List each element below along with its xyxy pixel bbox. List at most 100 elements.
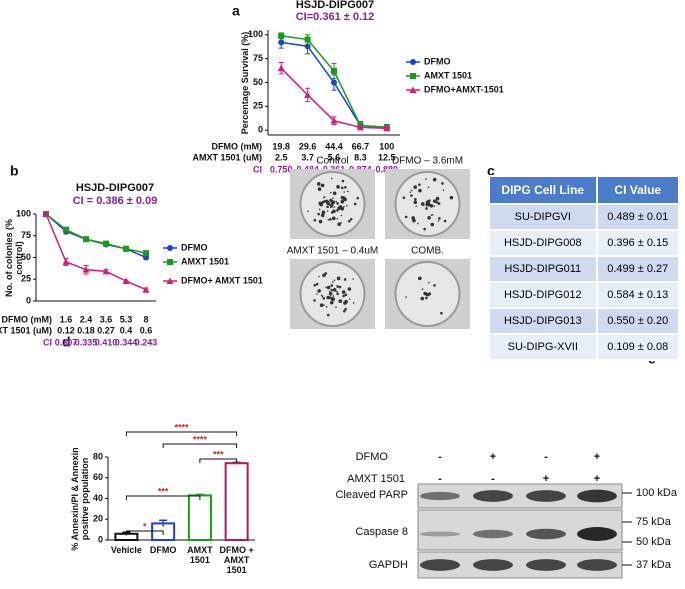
series-line <box>45 213 147 291</box>
band <box>526 490 566 502</box>
x-tick-label: 2.4 <box>80 314 93 324</box>
colony <box>336 217 339 220</box>
table-row: HSJD-DIPG011 0.499 ± 0.27 <box>488 255 681 283</box>
colony <box>318 275 320 278</box>
table-header: DIPG Cell Line CI Value <box>488 175 681 205</box>
band <box>577 527 617 541</box>
y-tick-label: 60 <box>93 472 103 482</box>
colony <box>323 304 325 306</box>
bar <box>224 462 249 542</box>
colony <box>329 203 332 207</box>
legend-label: DFMO+AMXT-1501 <box>424 84 504 94</box>
y-tick-label: 80 <box>93 451 103 461</box>
x-tick-label: 1.6 <box>60 314 73 324</box>
row-value: 0.410 <box>95 337 118 347</box>
colony <box>343 301 347 305</box>
colony <box>336 292 339 296</box>
colony <box>343 205 345 208</box>
band <box>420 559 460 571</box>
colony <box>315 282 319 286</box>
marker <box>277 64 285 72</box>
row-value: 0.344 <box>115 337 138 347</box>
y-tick-label: 100 <box>248 29 263 39</box>
colony <box>425 178 427 180</box>
colony <box>330 284 334 287</box>
colony <box>413 200 418 205</box>
colony <box>340 186 344 190</box>
marker <box>278 39 285 46</box>
colony <box>325 199 329 203</box>
colony <box>325 305 328 308</box>
band <box>473 529 513 539</box>
y-tick-label: 40 <box>93 493 103 503</box>
colony <box>328 291 333 296</box>
colony <box>332 281 334 283</box>
colony <box>341 179 345 183</box>
colony <box>318 219 323 224</box>
colony <box>344 307 347 311</box>
marker <box>83 236 89 243</box>
colony <box>402 196 406 200</box>
colony <box>317 187 322 191</box>
colony <box>442 189 445 191</box>
table-cell: 0.396 ± 0.15 <box>595 229 681 257</box>
marker <box>102 267 110 275</box>
colony <box>425 203 428 206</box>
significance-label: *** <box>158 486 169 496</box>
band-label: Cleaved PARP <box>335 489 408 501</box>
table-cell: HSJD-DIPG011 <box>488 255 598 283</box>
colony <box>423 227 426 231</box>
treatment-mark: + <box>543 473 549 485</box>
colony <box>335 306 337 308</box>
colony <box>336 290 338 293</box>
colony <box>340 222 342 224</box>
row-value: 0.335 <box>75 337 98 347</box>
significance-label: **** <box>174 422 189 432</box>
colony <box>313 283 317 287</box>
colony <box>326 210 329 212</box>
table-row: SU-DIPGVI 0.489 ± 0.01 <box>488 203 681 231</box>
marker <box>304 36 311 43</box>
colony <box>421 288 424 290</box>
colony <box>336 185 340 189</box>
legend-label: AMXT 1501 <box>424 70 472 80</box>
legend-marker <box>410 73 416 79</box>
colony <box>432 214 434 216</box>
x-tick-label: 19.8 <box>272 141 290 151</box>
colony <box>430 214 433 216</box>
table-cell: HSJD-DIPG013 <box>488 307 598 335</box>
row-value: 2.5 <box>275 152 288 162</box>
x-tick-label: 29.6 <box>299 141 317 151</box>
x-tick-label: 100 <box>379 141 394 151</box>
row-label: AMXT 1501 (uM) <box>0 325 52 335</box>
colony <box>327 218 330 221</box>
colony <box>320 183 325 188</box>
size-marker: 100 kDa <box>636 487 678 499</box>
header-cell: DIPG Cell Line <box>488 175 598 205</box>
size-marker: 50 kDa <box>636 536 672 548</box>
colony <box>420 296 425 301</box>
y-tick-label: 0 <box>26 295 31 305</box>
colony <box>329 300 334 305</box>
y-axis-label: Percentage Survival (%) <box>240 31 250 134</box>
plate-label: COMB. <box>411 246 444 257</box>
colony <box>341 290 346 294</box>
y-tick-label: 100 <box>16 208 31 218</box>
colony <box>323 196 326 198</box>
table-cell: 0.499 ± 0.27 <box>595 255 681 283</box>
colony <box>336 202 339 205</box>
plate-label: AMXT 1501 – 0.4uM <box>287 246 379 257</box>
row-label: CI <box>43 337 52 347</box>
table-cell: 0.489 ± 0.01 <box>595 203 681 231</box>
treatment-mark: - <box>438 473 442 485</box>
row-value: 0.6 <box>140 325 153 335</box>
legend-marker <box>166 277 174 284</box>
y-tick-label: 25 <box>21 274 31 284</box>
colony <box>340 207 345 211</box>
y-tick-label: 50 <box>21 252 31 262</box>
row-value: 0.12 <box>57 325 75 335</box>
error-bar <box>159 519 168 527</box>
band <box>473 490 513 502</box>
colony <box>343 278 347 281</box>
y-tick-label: 75 <box>21 230 31 240</box>
